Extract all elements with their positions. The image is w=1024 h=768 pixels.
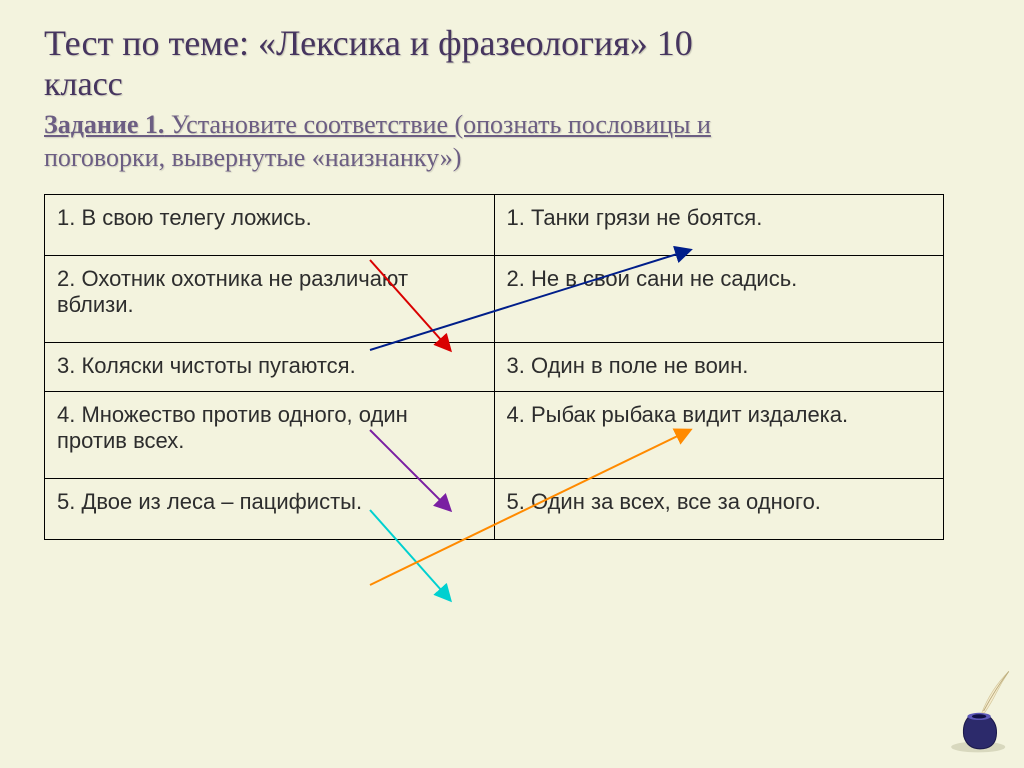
cell-right-4: 4. Рыбак рыбака видит издалека. (494, 392, 944, 479)
cell-right-1: 1. Танки грязи не боятся. (494, 195, 944, 256)
cell-right-5: 5. Один за всех, все за одного. (494, 479, 944, 540)
matching-table: 1. В свою телегу ложись. 1. Танки грязи … (44, 194, 944, 540)
page-title-line1: Тест по теме: «Лексика и фразеология» 10 (44, 22, 984, 66)
cell-left-4: 4. Множество против одного, один против … (45, 392, 495, 479)
table-row: 3. Коляски чистоты пугаются. 3. Один в п… (45, 343, 944, 392)
cell-left-2: 2. Охотник охотника не различают вблизи. (45, 256, 495, 343)
subtitle: Задание 1. Установите соответствие (опоз… (44, 108, 984, 175)
cell-left-5: 5. Двое из леса – пацифисты. (45, 479, 495, 540)
subtitle-text-2: поговорки, вывернутые «наизнанку») (44, 143, 461, 172)
page-title-line2: класс (44, 68, 984, 102)
subtitle-text-1: Установите соответствие (опознать послов… (164, 110, 711, 139)
table-row: 5. Двое из леса – пацифисты. 5. Один за … (45, 479, 944, 540)
cell-left-1: 1. В свою телегу ложись. (45, 195, 495, 256)
table-row: 2. Охотник охотника не различают вблизи.… (45, 256, 944, 343)
title-block: Тест по теме: «Лексика и фразеология» 10… (44, 22, 984, 174)
cell-right-2: 2. Не в свои сани не садись. (494, 256, 944, 343)
slide: Тест по теме: «Лексика и фразеология» 10… (0, 0, 1024, 768)
cell-right-3: 3. Один в поле не воин. (494, 343, 944, 392)
cell-left-3: 3. Коляски чистоты пугаются. (45, 343, 495, 392)
inkwell-icon (926, 666, 1016, 756)
task-label: Задание 1. (44, 110, 164, 139)
table-row: 4. Множество против одного, один против … (45, 392, 944, 479)
table-row: 1. В свою телегу ложись. 1. Танки грязи … (45, 195, 944, 256)
